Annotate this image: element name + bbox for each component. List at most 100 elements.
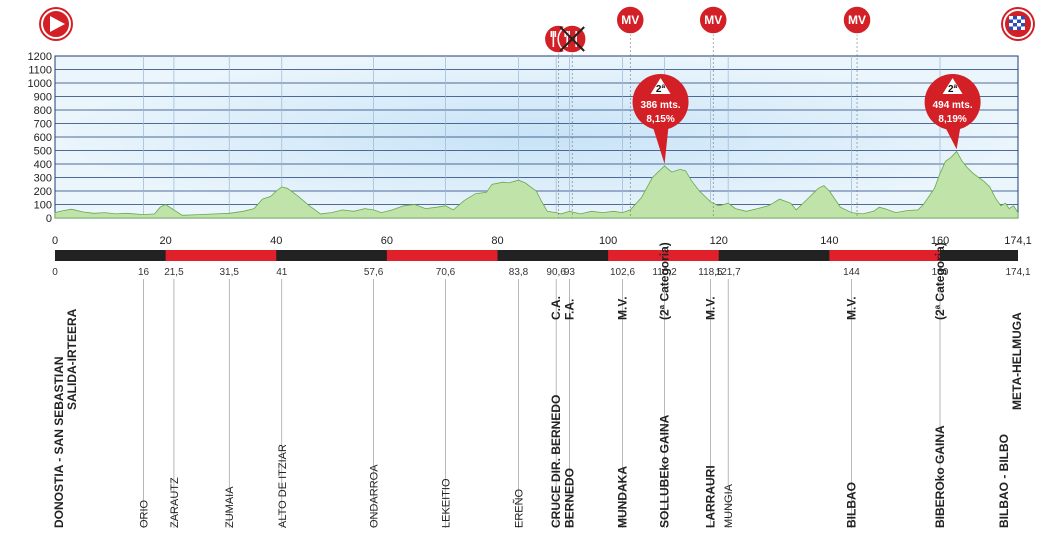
x-tick-label: 174,1 [1004,235,1032,247]
place-subtitle: META-HELMUGA [1010,312,1024,410]
place-name: LARRAURI [703,465,717,528]
y-tick-label: 200 [34,186,52,198]
cutlery-icon [550,31,564,47]
timeline-km-label: 41 [276,267,288,278]
mv-label: MV [848,13,866,27]
place-name: LEKEITIO [441,478,453,528]
timeline-km-label: 93 [564,267,576,278]
climb-category: 2ª [948,84,958,95]
timeline-km-label: 121,7 [716,267,741,278]
x-tick-label: 160 [931,235,949,247]
y-tick-label: 800 [34,105,52,117]
place-annotation: M.V. [845,296,859,320]
y-tick-label: 700 [34,119,52,131]
y-tick-label: 300 [34,173,52,185]
x-tick-label: 60 [381,235,393,247]
y-tick-label: 0 [46,213,52,225]
place-annotation: (2ª Categoria) [658,242,672,320]
place-subtitle: SALIDA-IRTEERA [65,308,79,410]
climb-altitude: 386 mts. [641,100,681,111]
timeline-km-label: 102,6 [610,267,635,278]
cutlery-icon [564,31,577,47]
km-timeline: 0 16 21,5 31,5 41 57,6 70,6 83,8 90,693 102,6 110,… [52,267,1031,528]
timeline-km-label: 21,5 [164,267,184,278]
mountain-icon [942,78,963,94]
x-tick-label: 0 [52,235,58,247]
place-name: MUNDAKA [616,466,630,528]
distance-band [55,250,1018,261]
place-annotation: M.V. [616,296,630,320]
climb-callout [924,74,981,130]
timeline-km-label: 31,5 [220,267,240,278]
timeline-km-label: 118,5 [698,267,723,278]
place-name: SOLLUBEko GAINA [658,414,672,528]
place-annotation: F.A. [562,299,576,320]
mv-badge [842,5,872,35]
timeline-km-label: 83,8 [509,267,529,278]
y-tick-label: 600 [34,132,52,144]
place-name: ZARAUTZ [169,477,181,528]
place-name: ORIO [139,499,151,528]
y-tick-label: 1100 [28,65,52,77]
timeline-km-label: 16 [138,267,150,278]
timeline-km-label: 70,6 [436,267,456,278]
timeline-km-label: 174,1 [1005,267,1030,278]
mountain-icon [650,78,671,94]
y-tick-label: 1000 [28,78,52,90]
place-name: BIBEROko GAINA [933,425,947,528]
y-tick-label: 400 [34,159,52,171]
place-labels: DONOSTIA - SAN SEBASTIAN SALIDA-IRTEERA OR… [52,242,1024,528]
route-markers: MV MV MV [543,5,872,218]
callout-pointer [944,126,961,150]
timeline-km-label: 90,6 [546,267,566,278]
crossed-out-icon [559,26,585,52]
elevation-profile [54,150,1019,219]
place-name: CRUCE DIR. BERNEDO [549,395,563,528]
climb-callout [632,74,689,130]
place-name: DONOSTIA - SAN SEBASTIAN [52,356,66,528]
climb-callouts: 2ª 386 mts. 8,15% 2ª 494 mts. 8,19% [632,74,981,164]
place-name: ZUMAIA [224,486,236,528]
place-name: ONDARROA [369,464,381,528]
timeline-km-label: 110,2 [652,267,677,278]
x-tick-label: 40 [270,235,282,247]
callout-pointer [652,126,669,164]
timeline-km-label: 0 [52,267,58,278]
place-name: BILBAO - BILBO [997,434,1011,528]
x-axis-ticks: 0 20 40 60 80 100 120 140 160 174,1 [52,235,1032,247]
x-tick-label: 120 [710,235,728,247]
x-tick-label: 20 [160,235,172,247]
x-tick-label: 140 [820,235,838,247]
start-flag-icon [39,7,73,41]
band-background [55,250,1018,261]
timeline-km-label: 160 [932,267,949,278]
timeline-km-label: 144 [843,267,860,278]
band-segment [829,250,941,261]
place-name: EREÑO [513,488,526,528]
y-tick-label: 1200 [28,51,52,63]
x-tick-label: 100 [599,235,617,247]
y-tick-label: 900 [34,92,52,104]
finish-flag-icon [1001,7,1035,41]
mv-label: MV [704,13,722,27]
climb-category: 2ª [656,84,666,95]
mv-badge [615,5,646,35]
place-name: MUNGIA [723,483,735,528]
band-segment [165,250,277,261]
climb-gradient: 8,19% [938,114,966,125]
place-name: BERNEDO [562,468,576,528]
y-tick-label: 100 [34,200,52,212]
climb-gradient: 8,15% [646,114,674,125]
band-segment [608,250,719,261]
place-annotation: C.A. [549,296,563,320]
place-annotation: (2ª Categoria) [933,242,947,320]
band-segment [386,250,498,261]
place-name: ALTO DE ITZIAR [277,444,289,528]
place-annotation: M.V. [703,296,717,320]
y-tick-label: 500 [34,146,52,158]
climb-altitude: 494 mts. [933,100,973,111]
timeline-km-label: 57,6 [364,267,384,278]
mv-badge [698,5,728,35]
